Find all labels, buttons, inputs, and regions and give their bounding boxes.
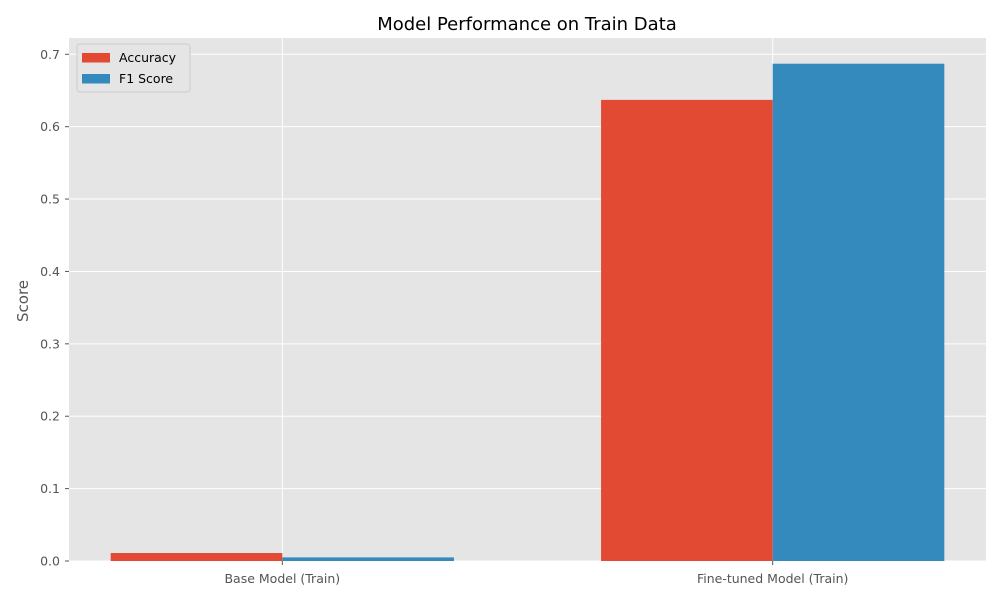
bar-f1-score-1 [772, 63, 945, 562]
y-tick-label: 0.7 [40, 47, 60, 62]
y-tick-label: 0.4 [40, 264, 60, 279]
y-tick-label: 0.6 [40, 119, 60, 134]
bar-accuracy-0 [110, 553, 283, 561]
bar-f1-score-0 [282, 557, 454, 561]
y-tick-label: 0.0 [40, 554, 60, 569]
legend-swatch-accuracy [82, 53, 110, 63]
chart-title: Model Performance on Train Data [377, 14, 677, 35]
y-tick-label: 0.2 [40, 409, 60, 424]
x-axis-ticks: Base Model (Train) Fine-tuned Model (Trai… [224, 561, 848, 586]
bars [110, 63, 945, 562]
y-tick-label: 0.1 [40, 481, 60, 496]
x-tick-label: Base Model (Train) [224, 571, 340, 586]
legend-label-f1-score: F1 Score [119, 71, 173, 86]
legend-swatch-f1-score [82, 74, 110, 84]
bar-accuracy-1 [601, 99, 773, 561]
y-axis-label: Score [14, 280, 32, 322]
y-tick-label: 0.3 [40, 336, 60, 351]
legend: Accuracy F1 Score [76, 43, 191, 93]
x-tick-label: Fine-tuned Model (Train) [697, 571, 848, 586]
y-axis-ticks: 0.0 0.1 0.2 0.3 0.4 0.5 0.6 0.7 [40, 47, 69, 569]
y-tick-label: 0.5 [40, 192, 60, 207]
legend-label-accuracy: Accuracy [119, 50, 177, 65]
